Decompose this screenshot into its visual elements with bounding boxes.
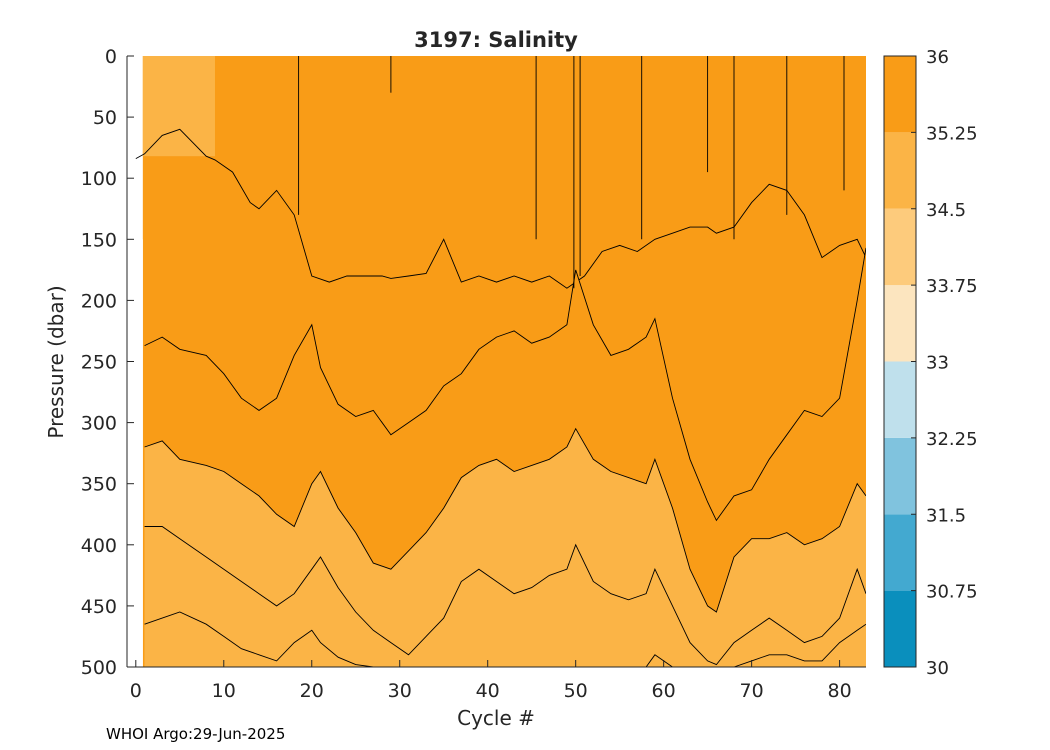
chart-title: 3197: Salinity [414,28,578,52]
no-data-region [127,239,143,667]
contour-line-2 [144,427,866,613]
contour-layer [127,56,866,667]
salinity-band-3 [144,526,866,667]
colorbar-tick-label: 33.75 [926,276,978,297]
x-tick-label: 70 [740,680,764,702]
colorbar-swatch [884,590,916,667]
y-axis-label: Pressure (dbar) [44,285,68,438]
footer-credit: WHOI Argo:29-Jun-2025 [106,725,286,743]
colorbar-swatch [884,56,916,133]
y-tick-label: 450 [81,596,117,618]
colorbar-tick-label: 36 [926,47,949,68]
colorbar-tick-label: 30.75 [926,582,978,603]
colorbar: 30 30.75 31.5 32.25 33 33.75 34.5 35.25 36 [883,47,978,679]
colorbar-swatch [884,208,916,286]
y-tick-label: 50 [93,107,117,129]
colorbar-tick-label: 31.5 [926,505,966,526]
colorbar-swatch [884,132,916,209]
contour-line-4 [144,611,866,667]
colorbar-tick-label: 33 [926,353,949,374]
y-tick-label: 500 [81,657,117,679]
y-tick-label: 0 [105,46,117,68]
y-tick-label: 350 [81,474,117,496]
x-tick-label: 0 [130,680,142,702]
contour-line-surface [135,128,866,289]
surface-fresh-patch [142,56,215,157]
x-tick-label: 40 [476,680,500,702]
colorbar-tick-label: 35.25 [926,123,978,144]
colorbar-swatch [884,361,916,438]
plot-area [126,56,866,668]
colorbar-tick-label: 32.25 [926,429,978,450]
y-tick-label: 200 [81,290,117,312]
colorbar-swatch [884,514,916,591]
x-tick-label: 60 [652,680,676,702]
x-tick-label: 80 [828,680,852,702]
y-tick-label: 100 [81,168,117,190]
colorbar-swatch [884,285,916,362]
y-tick-label: 400 [81,535,117,557]
salinity-band-4 [144,612,866,667]
x-tick-label: 20 [300,680,324,702]
x-tick-label: 10 [212,680,236,702]
y-tick-label: 300 [81,413,117,435]
x-tick-label: 50 [564,680,588,702]
x-tick-label: 30 [388,680,412,702]
y-tick-label: 150 [81,229,117,251]
x-axis-label: Cycle # [457,706,535,730]
contour-line-3 [144,526,866,666]
y-tick-label: 250 [81,352,117,374]
colorbar-tick-label: 34.5 [926,200,966,221]
x-axis: 0 10 20 30 40 50 60 70 80 [130,660,852,702]
colorbar-tick-label: 30 [926,658,949,679]
colorbar-swatch [884,437,916,515]
y-axis: 0 50 100 150 200 250 300 350 400 450 500 [81,46,134,679]
contour-line-1 [144,247,866,522]
